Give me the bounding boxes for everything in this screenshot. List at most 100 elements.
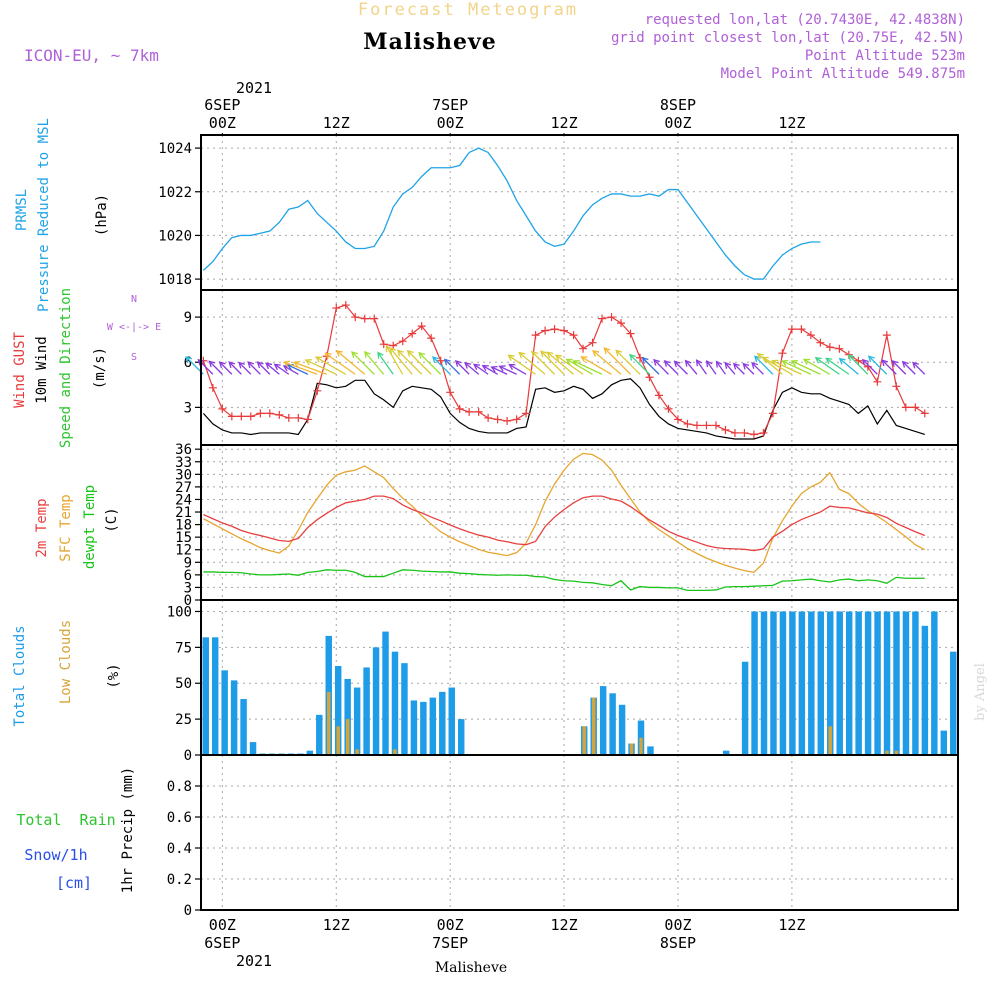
wind-arrow-head	[432, 356, 439, 364]
wind-gust-marker	[256, 409, 265, 418]
wind-panel: 3 6 9	[184, 289, 959, 446]
product-title: Forecast Meteogram	[358, 0, 578, 20]
total-cloud-bar	[817, 611, 825, 755]
temp-ytick-label: 21	[175, 505, 192, 521]
bottom-date-label: 7SEP	[432, 934, 468, 952]
total-cloud-bar	[789, 611, 796, 755]
wind-ytick-label: 6	[184, 355, 192, 371]
wind-direction-arrow	[432, 356, 451, 375]
total-cloud-bar	[883, 611, 891, 755]
wind-direction-arrow	[592, 350, 622, 375]
wind-gust-marker	[427, 334, 436, 343]
wind-direction-arrow	[603, 347, 631, 375]
wind-direction-arrow	[912, 362, 926, 375]
wind-direction-arrow	[219, 361, 233, 375]
wind-direction-arrow	[762, 356, 793, 375]
precip-unit-label: 1hr Precip (mm)	[120, 767, 136, 893]
wind-direction-arrow	[238, 362, 252, 375]
precip-ytick-label: 0.2	[167, 872, 192, 888]
low-cloud-bar	[355, 749, 359, 755]
grid-point: grid point closest lon,lat (20.75E, 42.5…	[611, 30, 965, 46]
wind-gust-marker	[569, 331, 578, 340]
total-cloud-bar	[439, 691, 446, 755]
wind-direction-arrow	[509, 364, 527, 375]
snow-label: Snow/1h	[24, 846, 87, 864]
total-cloud-bar	[647, 746, 654, 755]
wind-gust-marker	[389, 341, 398, 350]
wind-direction-arrow	[287, 364, 309, 375]
total-cloud-bar	[420, 701, 427, 755]
precip-panel: 0 0.2 0.4 0.6 0.8	[167, 754, 959, 919]
wind-direction-arrow	[791, 360, 821, 375]
wind-direction-arrow	[531, 351, 556, 375]
wind-direction-arrow	[902, 361, 916, 375]
wind-gust-marker	[692, 421, 701, 430]
wind-direction-arrow	[455, 360, 470, 375]
wind-direction-arrow	[892, 360, 907, 375]
wind-gust-marker	[360, 314, 369, 323]
wind-direction-arrow	[742, 363, 755, 375]
wind-arrow-head	[472, 363, 481, 371]
wind-direction-arrow	[397, 350, 423, 375]
top-time-label: 00Z	[209, 114, 236, 132]
top-date-label: 7SEP	[432, 96, 468, 114]
wind-direction-arrow	[482, 365, 498, 375]
wind-direction-arrow	[664, 360, 679, 375]
wind-gust-marker	[645, 373, 654, 382]
wind-gust-marker	[768, 409, 777, 418]
wind-direction-arrow	[364, 351, 385, 375]
wind-gust-marker	[341, 301, 350, 310]
wind-gust-marker	[806, 331, 815, 340]
wind-gust-marker	[588, 338, 597, 347]
wind-direction-arrow	[573, 360, 603, 375]
wind-arrow-head	[756, 352, 764, 360]
wind-direction-arrow	[508, 354, 536, 375]
wind-arrow-head	[507, 354, 515, 361]
wind-direction-arrow	[674, 360, 688, 375]
temp-ytick-label: 3	[184, 580, 192, 596]
total-cloud-bar	[779, 611, 787, 755]
wind-gust-marker	[560, 326, 569, 335]
wind-arrow-head	[351, 351, 358, 358]
wind-direction-arrow	[629, 354, 650, 375]
wind-direction-arrow	[555, 354, 584, 375]
wind-arrow-head	[228, 361, 236, 369]
wind-arrow-head	[197, 358, 205, 366]
wind-direction-arrow	[706, 360, 717, 375]
total-cloud-bar	[599, 686, 607, 755]
wind-gust-marker	[740, 428, 749, 437]
total-cloud-bar	[363, 667, 370, 755]
wind-direction-arrow	[257, 361, 271, 375]
wind-direction-arrow	[518, 352, 546, 375]
wind-arrow-head	[761, 356, 769, 363]
wind-gust-marker	[749, 430, 758, 439]
wind-gust-marker	[759, 428, 768, 437]
wind-direction-arrow	[351, 351, 375, 375]
top-time-label: 12Z	[323, 114, 350, 132]
wind-gust-marker	[313, 386, 322, 395]
wind-gust-marker	[835, 344, 844, 353]
bottom-time-label: 12Z	[778, 916, 805, 934]
wind-gust-marker	[550, 325, 559, 334]
wind-arrow-head	[653, 358, 660, 366]
wind-plot-area	[201, 290, 958, 445]
wind-direction-arrow	[315, 356, 347, 375]
wind-arrow-head	[814, 357, 822, 364]
total-cloud-bar	[845, 611, 853, 755]
wind-gust-label: Wind GUST	[12, 332, 28, 408]
wind-gust-marker	[901, 403, 910, 412]
wind-direction-arrow	[782, 360, 812, 375]
wind-arrow-head	[218, 361, 226, 369]
wind-direction-arrow	[418, 352, 442, 375]
low-cloud-bar	[894, 750, 899, 755]
pressure-ytick-label: 1024	[158, 141, 192, 157]
wind-direction-arrow	[825, 357, 850, 375]
total-cloud-bar	[618, 704, 626, 755]
wind-arrow-head	[324, 352, 332, 360]
wind-direction-arrow	[754, 355, 774, 375]
compass-s-label: S	[131, 352, 137, 363]
wind-arrow-head	[615, 349, 623, 357]
wind-gust-marker	[218, 404, 227, 413]
